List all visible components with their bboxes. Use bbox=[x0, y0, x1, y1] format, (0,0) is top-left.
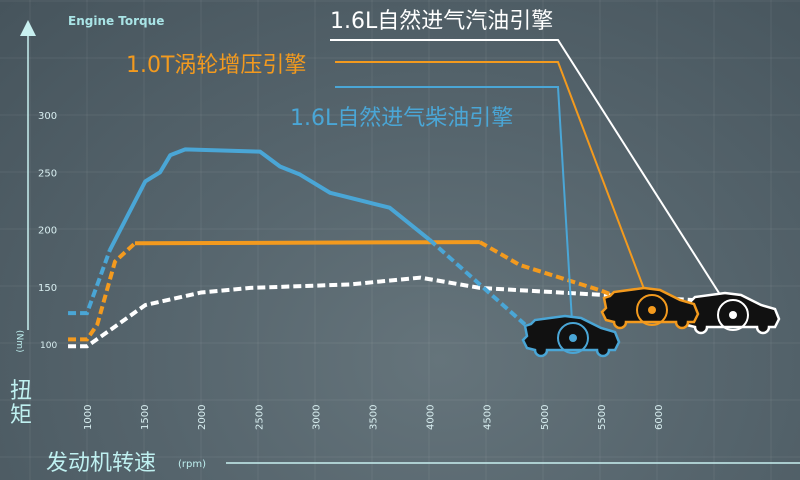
legend-leader-line bbox=[335, 86, 574, 339]
chart-title: Engine Torque bbox=[68, 14, 164, 28]
x-tick-label: 3000 bbox=[311, 405, 322, 430]
legend-label: 1.0T涡轮增压引擎 bbox=[126, 53, 306, 78]
y-axis-label-char2: 矩 bbox=[10, 403, 32, 428]
legend-label: 1.6L自然进气汽油引擎 bbox=[330, 9, 553, 34]
car-wheel-circle bbox=[557, 322, 589, 354]
car-icons bbox=[521, 286, 781, 358]
legend-label: 1.6L自然进气柴油引擎 bbox=[290, 106, 513, 131]
legend-leader-line bbox=[330, 39, 734, 316]
series-line-diesel-dashed-end bbox=[428, 238, 527, 327]
x-tick-label: 4000 bbox=[426, 405, 437, 430]
axes: 100 150 200 250 300 1000 1500 2000 2500 3000 3500 4… bbox=[20, 20, 800, 464]
y-axis-unit: (Nm) bbox=[14, 330, 24, 353]
legend-leader-line bbox=[335, 61, 653, 311]
car-wheel-hub bbox=[729, 311, 737, 319]
car-wheel-hub bbox=[569, 334, 577, 342]
y-axis-arrow-icon bbox=[20, 20, 36, 36]
series-line-diesel bbox=[108, 147, 431, 252]
x-tick-label: 2000 bbox=[197, 405, 208, 430]
x-tick-label: 4500 bbox=[483, 405, 494, 430]
car-wheel-circle bbox=[636, 294, 668, 326]
y-tick-label: 300 bbox=[38, 111, 57, 122]
x-tick-label: 1500 bbox=[140, 405, 151, 430]
x-tick-label: 5500 bbox=[597, 405, 608, 430]
y-tick-label: 200 bbox=[38, 226, 57, 237]
x-tick-label: 2500 bbox=[254, 405, 265, 430]
series-line-gasoline bbox=[68, 275, 701, 349]
x-axis-label: 发动机转速 bbox=[46, 451, 156, 476]
car-icon bbox=[681, 291, 781, 335]
x-axis-unit: (rpm) bbox=[178, 459, 206, 470]
x-tick-label: 3500 bbox=[369, 405, 380, 430]
car-wheel-circle bbox=[717, 299, 749, 331]
x-tick-label: 6000 bbox=[654, 405, 665, 430]
legend: 1.6L自然进气汽油引擎 1.0T涡轮增压引擎 1.6L自然进气柴油引擎 bbox=[126, 9, 553, 131]
y-tick-label: 100 bbox=[40, 341, 57, 351]
car-wheel-hub bbox=[648, 306, 656, 314]
series-line-turbo bbox=[134, 240, 480, 246]
x-tick-label: 5000 bbox=[540, 405, 551, 430]
x-tick-label: 1000 bbox=[83, 405, 94, 430]
car-icon bbox=[521, 314, 621, 358]
series-line-turbo-dashed-start bbox=[68, 241, 137, 342]
legend-leaders bbox=[330, 39, 734, 339]
y-tick-label: 250 bbox=[38, 168, 57, 179]
y-tick-label: 150 bbox=[38, 283, 57, 294]
y-axis-label-char1: 扭 bbox=[10, 379, 32, 404]
car-icon bbox=[600, 286, 700, 330]
series-line-diesel-dashed-start bbox=[68, 249, 112, 316]
